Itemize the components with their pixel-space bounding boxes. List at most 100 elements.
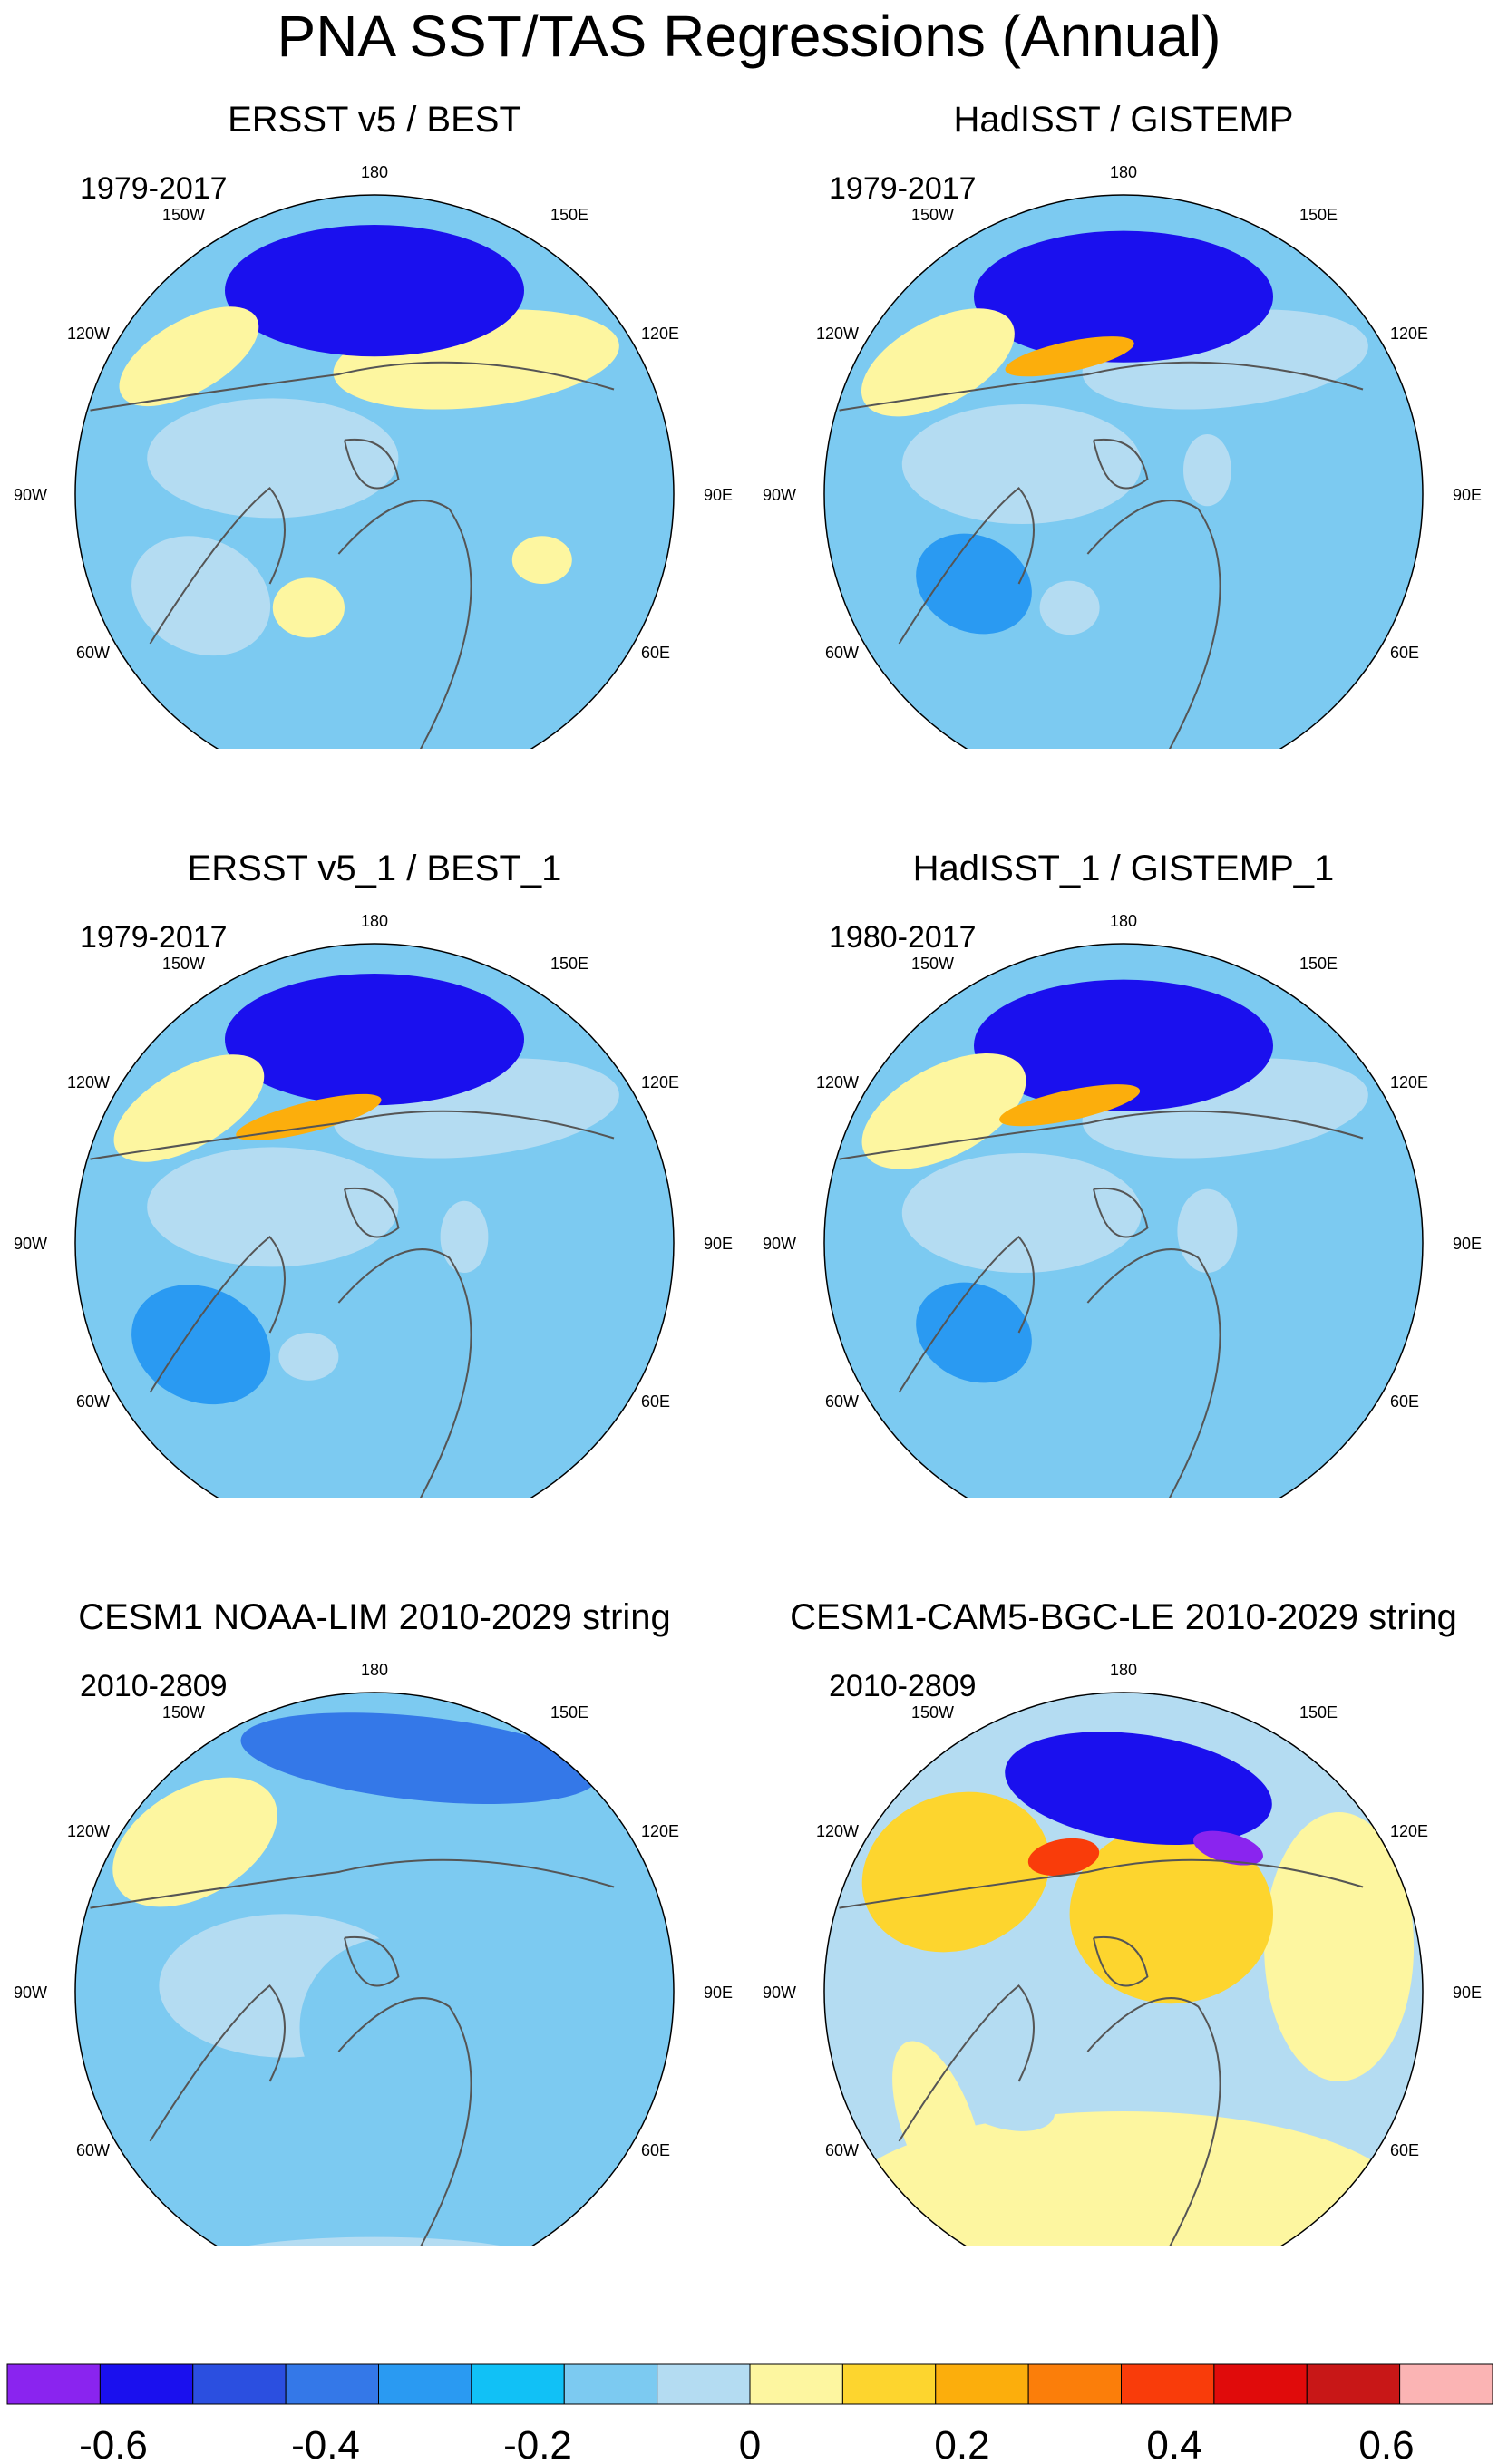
map-border xyxy=(74,1692,675,2246)
longitude-label: 120E xyxy=(1390,1073,1428,1091)
colorbar-swatch xyxy=(1399,2363,1493,2405)
polar-map: 180090W90E150W120W150E120E60W30W60E30E xyxy=(14,912,733,1498)
polar-map: 180090W90E150W120W150E120E60W30W60E30E xyxy=(763,912,1482,1498)
longitude-label: 60W xyxy=(825,644,859,662)
longitude-label: 150E xyxy=(550,955,588,973)
coastline xyxy=(90,1858,615,1909)
colorbar-tick-label: 0.2 xyxy=(934,2423,989,2464)
longitude-label: 120W xyxy=(67,325,110,343)
regression-contour xyxy=(901,1153,1142,1273)
colorbar-swatch xyxy=(1121,2363,1215,2405)
coastlines xyxy=(839,361,1364,749)
colorbar-tick-label: 0.4 xyxy=(1146,2423,1201,2464)
regression-field xyxy=(119,225,619,656)
regression-contour xyxy=(278,1333,339,1381)
panel-period: 1979-2017 xyxy=(829,171,977,206)
longitude-label: 120W xyxy=(816,325,859,343)
polar-map: 180090W90E150W120W150E120E60W30W60E30E xyxy=(14,1661,733,2246)
panel-period: 1980-2017 xyxy=(829,920,977,955)
panel-title: HadISST / GISTEMP xyxy=(953,100,1294,140)
longitude-label: 150W xyxy=(162,206,205,224)
longitude-label: 60W xyxy=(825,1392,859,1411)
map-panel: 180090W90E150W120W150E120E60W30W60E30E H… xyxy=(749,749,1498,1498)
panel-title: ERSST v5 / BEST xyxy=(228,100,521,140)
coastline xyxy=(1086,1997,1221,2246)
regression-contour xyxy=(1039,580,1100,635)
colorbar-swatch xyxy=(1213,2363,1308,2405)
coastline xyxy=(149,1236,286,1393)
colorbar-swatch xyxy=(657,2363,751,2405)
regression-contour xyxy=(299,1937,480,2118)
coastline xyxy=(839,1858,1364,1909)
polar-map: 180090W90E150W120W150E120E60W30W60E30E xyxy=(14,163,733,749)
regression-contour xyxy=(974,230,1273,363)
coastline xyxy=(337,1248,472,1498)
longitude-label: 90W xyxy=(14,486,47,504)
longitude-label: 60E xyxy=(1390,2141,1419,2159)
colorbar-tick-label: -0.4 xyxy=(291,2423,360,2464)
coastline xyxy=(337,1997,472,2246)
regression-contour xyxy=(916,533,1032,635)
figure-title: PNA SST/TAS Regressions (Annual) xyxy=(277,4,1221,69)
regression-contour xyxy=(1183,433,1231,507)
panel-period: 2010-2809 xyxy=(829,1669,977,1703)
colorbar-swatch xyxy=(6,2363,101,2405)
regression-contour xyxy=(225,225,524,357)
colorbar-tick-label: 0 xyxy=(739,2423,761,2464)
colorbar-swatch xyxy=(99,2363,194,2405)
longitude-label: 120W xyxy=(816,1822,859,1840)
colorbar-swatch xyxy=(471,2363,565,2405)
coastline xyxy=(344,1935,400,1987)
longitude-label: 90E xyxy=(704,1235,733,1253)
colorbar-tick-label: -0.2 xyxy=(503,2423,572,2464)
longitude-label: 60W xyxy=(76,2141,110,2159)
regression-contour xyxy=(999,1084,1141,1127)
regression-contour xyxy=(147,1147,399,1267)
longitude-label: 90E xyxy=(704,486,733,504)
regression-contour xyxy=(131,1285,271,1405)
regression-contour xyxy=(892,2041,984,2212)
longitude-label: 60E xyxy=(641,1392,670,1411)
regression-contour xyxy=(1177,1188,1238,1273)
coastlines xyxy=(90,1858,615,2246)
regression-contour xyxy=(131,536,271,656)
coastline xyxy=(149,487,286,645)
regression-contour xyxy=(236,1093,382,1140)
map-panel: 180090W90E150W120W150E120E60W30W60E30E H… xyxy=(749,0,1498,749)
colorbar-swatch xyxy=(285,2363,379,2405)
polar-map: 180090W90E150W120W150E120E60W30W60E30E xyxy=(763,1661,1482,2246)
map-border xyxy=(74,943,675,1498)
longitude-label: 60E xyxy=(1390,1392,1419,1411)
colorbar-swatch xyxy=(935,2363,1029,2405)
longitude-label: 60E xyxy=(1390,644,1419,662)
regression-contour xyxy=(440,1200,489,1273)
longitude-label: 120W xyxy=(67,1073,110,1091)
coastline xyxy=(898,487,1035,645)
panel-title: HadISST_1 / GISTEMP_1 xyxy=(912,849,1335,888)
coastline xyxy=(337,500,472,749)
panel-title: CESM1-CAM5-BGC-LE 2010-2029 string xyxy=(790,1597,1457,1637)
longitude-label: 90E xyxy=(1453,486,1482,504)
longitude-label: 150W xyxy=(162,955,205,973)
longitude-label: 60E xyxy=(641,644,670,662)
longitude-label: 120E xyxy=(641,1822,679,1840)
map-border xyxy=(74,194,675,749)
longitude-label: 90W xyxy=(763,1235,796,1253)
panel-period: 2010-2809 xyxy=(80,1669,228,1703)
longitude-label: 150W xyxy=(911,1703,954,1722)
colorbar-swatch xyxy=(841,2363,937,2405)
regression-contour xyxy=(901,404,1142,524)
colorbar-swatch xyxy=(563,2363,658,2405)
colorbar-tick-label: -0.6 xyxy=(79,2423,148,2464)
regression-contour xyxy=(225,974,524,1106)
map-border xyxy=(823,194,1424,749)
regression-contour xyxy=(916,1282,1032,1383)
longitude-label: 150W xyxy=(911,955,954,973)
longitude-label: 180 xyxy=(1110,1661,1137,1679)
coastlines xyxy=(90,1110,615,1498)
longitude-label: 180 xyxy=(1110,163,1137,181)
map-panel: 180090W90E150W120W150E120E60W30W60E30E C… xyxy=(0,1498,749,2246)
longitude-label: 90W xyxy=(14,1984,47,2002)
longitude-label: 90W xyxy=(14,1235,47,1253)
colorbar-swatch xyxy=(1027,2363,1122,2405)
